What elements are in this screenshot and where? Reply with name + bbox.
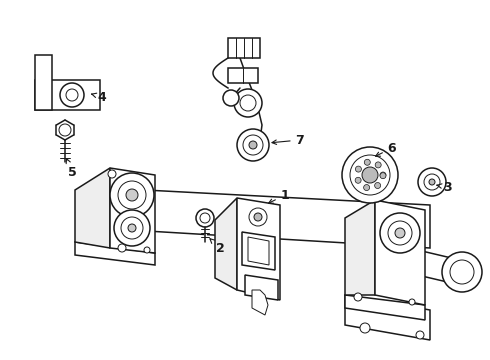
Polygon shape bbox=[252, 290, 268, 315]
Polygon shape bbox=[345, 295, 425, 320]
Circle shape bbox=[429, 179, 435, 185]
Polygon shape bbox=[35, 80, 100, 110]
Circle shape bbox=[364, 159, 370, 165]
Circle shape bbox=[364, 185, 369, 190]
Circle shape bbox=[395, 228, 405, 238]
Polygon shape bbox=[35, 55, 52, 110]
Polygon shape bbox=[355, 160, 388, 195]
Circle shape bbox=[114, 210, 150, 246]
Circle shape bbox=[354, 293, 362, 301]
Circle shape bbox=[200, 213, 210, 223]
Text: 4: 4 bbox=[92, 90, 106, 104]
Polygon shape bbox=[228, 38, 260, 58]
Polygon shape bbox=[245, 275, 278, 300]
Circle shape bbox=[223, 90, 239, 106]
Polygon shape bbox=[75, 168, 110, 248]
Circle shape bbox=[108, 170, 116, 178]
Polygon shape bbox=[345, 200, 375, 295]
Circle shape bbox=[388, 221, 412, 245]
Circle shape bbox=[416, 331, 424, 339]
Circle shape bbox=[380, 172, 386, 178]
Circle shape bbox=[254, 213, 262, 221]
Circle shape bbox=[196, 209, 214, 227]
Circle shape bbox=[240, 95, 256, 111]
Polygon shape bbox=[130, 190, 430, 248]
Circle shape bbox=[409, 299, 415, 305]
Polygon shape bbox=[375, 240, 460, 285]
Circle shape bbox=[59, 124, 71, 136]
Circle shape bbox=[380, 173, 386, 179]
Circle shape bbox=[126, 189, 138, 201]
Circle shape bbox=[118, 244, 126, 252]
Circle shape bbox=[118, 181, 146, 209]
Polygon shape bbox=[248, 237, 269, 265]
Polygon shape bbox=[242, 232, 275, 270]
Circle shape bbox=[60, 83, 84, 107]
Circle shape bbox=[234, 89, 262, 117]
Polygon shape bbox=[375, 200, 425, 305]
Circle shape bbox=[110, 173, 154, 217]
Polygon shape bbox=[345, 295, 430, 340]
Circle shape bbox=[375, 162, 381, 168]
Text: 5: 5 bbox=[66, 159, 76, 179]
Circle shape bbox=[121, 217, 143, 239]
Circle shape bbox=[418, 168, 446, 196]
Circle shape bbox=[442, 252, 482, 292]
Circle shape bbox=[355, 166, 362, 172]
Circle shape bbox=[380, 213, 420, 253]
Text: 7: 7 bbox=[272, 134, 304, 147]
Circle shape bbox=[355, 177, 361, 183]
Circle shape bbox=[342, 147, 398, 203]
Circle shape bbox=[375, 183, 381, 189]
Circle shape bbox=[237, 129, 269, 161]
Text: 3: 3 bbox=[437, 180, 451, 194]
Polygon shape bbox=[75, 242, 155, 265]
Polygon shape bbox=[237, 198, 280, 300]
Circle shape bbox=[424, 174, 440, 190]
Text: 1: 1 bbox=[269, 189, 290, 203]
Circle shape bbox=[249, 208, 267, 226]
Circle shape bbox=[350, 155, 390, 195]
Circle shape bbox=[144, 247, 150, 253]
Circle shape bbox=[362, 167, 378, 183]
Circle shape bbox=[66, 89, 78, 101]
Polygon shape bbox=[110, 168, 155, 253]
Circle shape bbox=[450, 260, 474, 284]
Text: 2: 2 bbox=[210, 239, 224, 255]
Circle shape bbox=[360, 323, 370, 333]
Polygon shape bbox=[228, 68, 258, 83]
Circle shape bbox=[243, 135, 263, 155]
Circle shape bbox=[249, 141, 257, 149]
Circle shape bbox=[128, 224, 136, 232]
Polygon shape bbox=[215, 198, 237, 290]
Text: 6: 6 bbox=[376, 141, 396, 156]
